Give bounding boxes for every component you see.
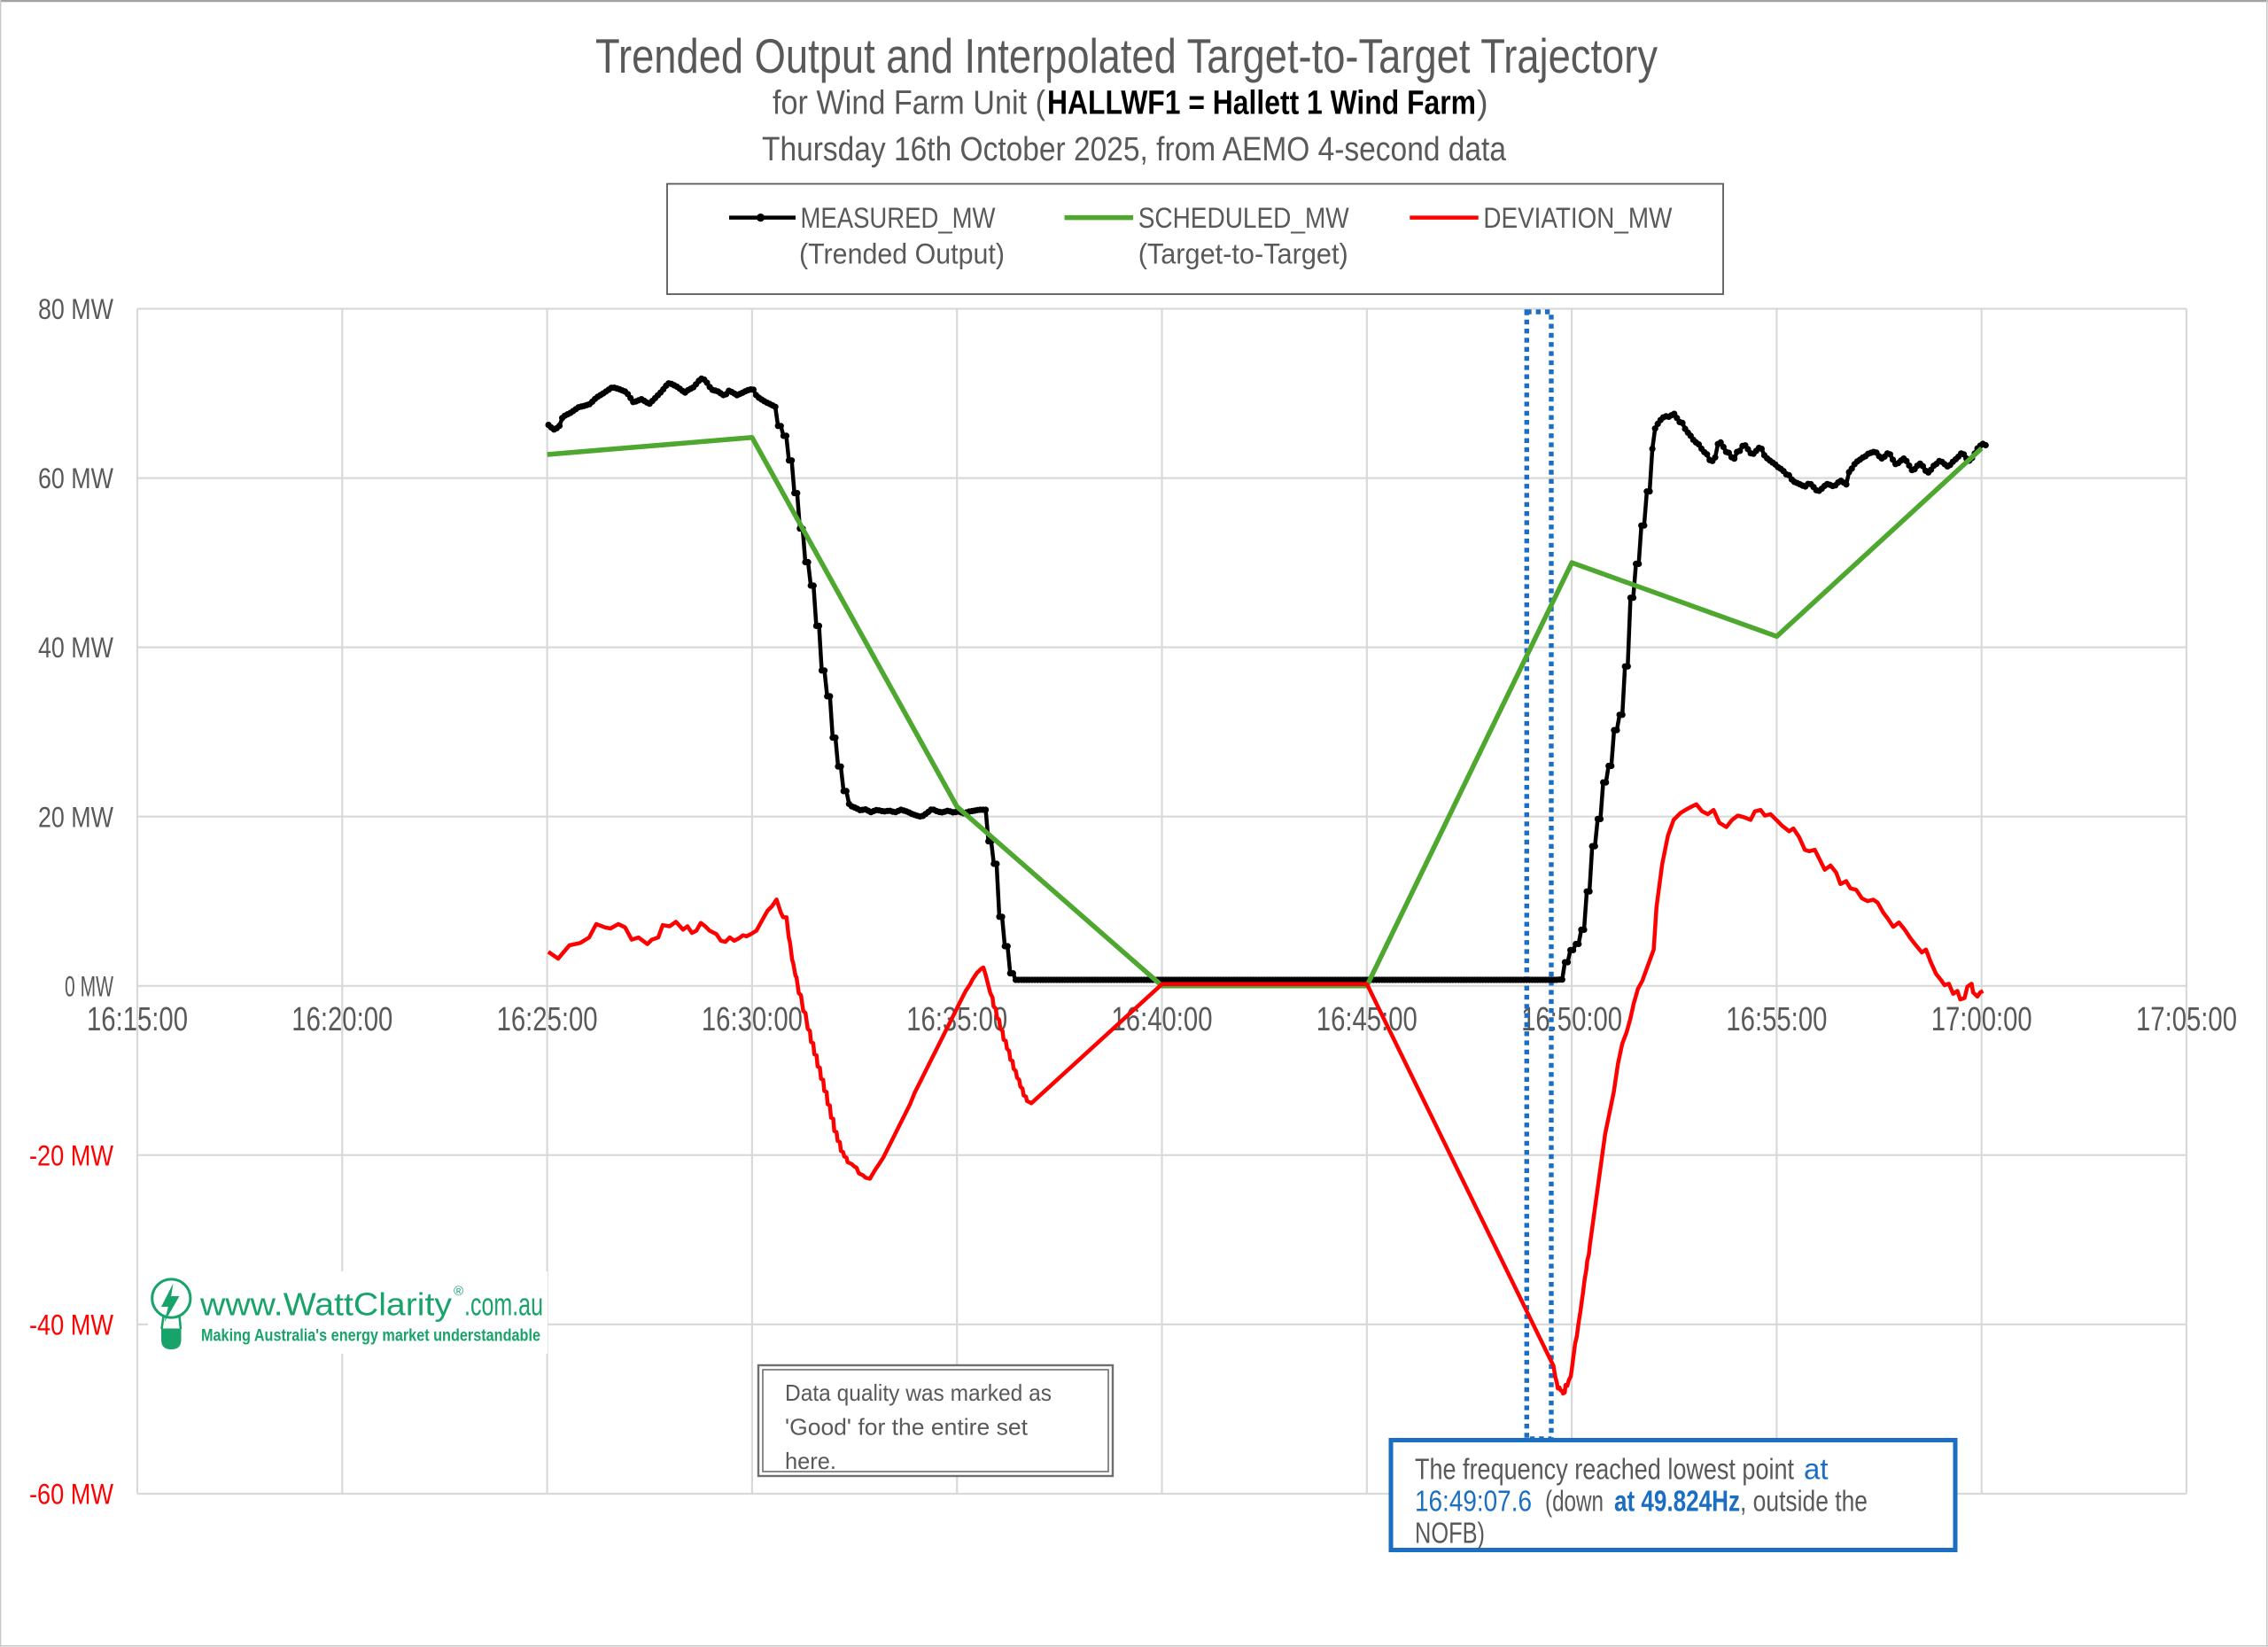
svg-text:(Trended Output): (Trended Output) (799, 238, 1005, 270)
svg-text:HALLWF1 = Hallett 1 Wind Farm: HALLWF1 = Hallett 1 Wind Farm (1047, 85, 1476, 122)
svg-text:Making Australia's energy mark: Making Australia's energy market underst… (201, 1327, 540, 1346)
svg-text:Trended Output and Interpolate: Trended Output and Interpolated Target-t… (595, 28, 1658, 83)
svg-text:80 MW: 80 MW (38, 293, 114, 325)
svg-text:The frequency reached lowest p: The frequency reached lowest point (1415, 1453, 1794, 1486)
svg-text:16:50:00: 16:50:00 (1521, 1001, 1622, 1038)
svg-text:): ) (1477, 85, 1488, 122)
svg-text:Data quality was marked as: Data quality was marked as (785, 1379, 1052, 1406)
svg-text:-60 MW: -60 MW (29, 1478, 114, 1510)
svg-text:'Good' for the entire set: 'Good' for the entire set (785, 1414, 1029, 1441)
svg-text:17:00:00: 17:00:00 (1931, 1001, 2032, 1038)
svg-text:-20 MW: -20 MW (29, 1139, 114, 1171)
svg-text:17:05:00: 17:05:00 (2136, 1001, 2237, 1038)
svg-text:NOFB): NOFB) (1415, 1517, 1485, 1550)
svg-text:here.: here. (785, 1448, 836, 1474)
svg-text:16:55:00: 16:55:00 (1726, 1001, 1827, 1038)
svg-text:at 49.824Hz: at 49.824Hz (1614, 1485, 1740, 1518)
svg-text:16:20:00: 16:20:00 (291, 1001, 392, 1038)
svg-text:16:25:00: 16:25:00 (497, 1001, 598, 1038)
svg-text:®: ® (454, 1284, 463, 1299)
svg-text:-40 MW: -40 MW (29, 1309, 114, 1340)
svg-text:Thursday 16th October 2025, fr: Thursday 16th October 2025, from AEMO 4-… (762, 131, 1507, 168)
svg-text:at: at (1804, 1453, 1829, 1486)
svg-text:16:49:07.6: 16:49:07.6 (1415, 1485, 1532, 1518)
svg-text:16:15:00: 16:15:00 (87, 1001, 188, 1038)
svg-text:(Target-to-Target): (Target-to-Target) (1138, 238, 1348, 270)
svg-text:.com.au: .com.au (464, 1286, 543, 1323)
svg-text:40 MW: 40 MW (38, 632, 114, 664)
svg-text:DEVIATION_MW: DEVIATION_MW (1483, 202, 1673, 234)
svg-text:SCHEDULED_MW: SCHEDULED_MW (1138, 202, 1350, 234)
svg-text:16:30:00: 16:30:00 (702, 1001, 803, 1038)
svg-text:16:45:00: 16:45:00 (1317, 1001, 1418, 1038)
svg-text:16:40:00: 16:40:00 (1112, 1001, 1213, 1038)
svg-text:for Wind Farm Unit (: for Wind Farm Unit ( (773, 85, 1045, 122)
svg-text:20 MW: 20 MW (38, 801, 114, 833)
svg-text:60 MW: 60 MW (38, 462, 114, 494)
svg-text:(down: (down (1545, 1485, 1604, 1518)
svg-text:, outside the: , outside the (1740, 1485, 1868, 1518)
svg-text:0 MW: 0 MW (65, 970, 114, 1002)
svg-text:MEASURED_MW: MEASURED_MW (801, 202, 997, 234)
svg-text:www.WattClarity: www.WattClarity (199, 1286, 452, 1323)
